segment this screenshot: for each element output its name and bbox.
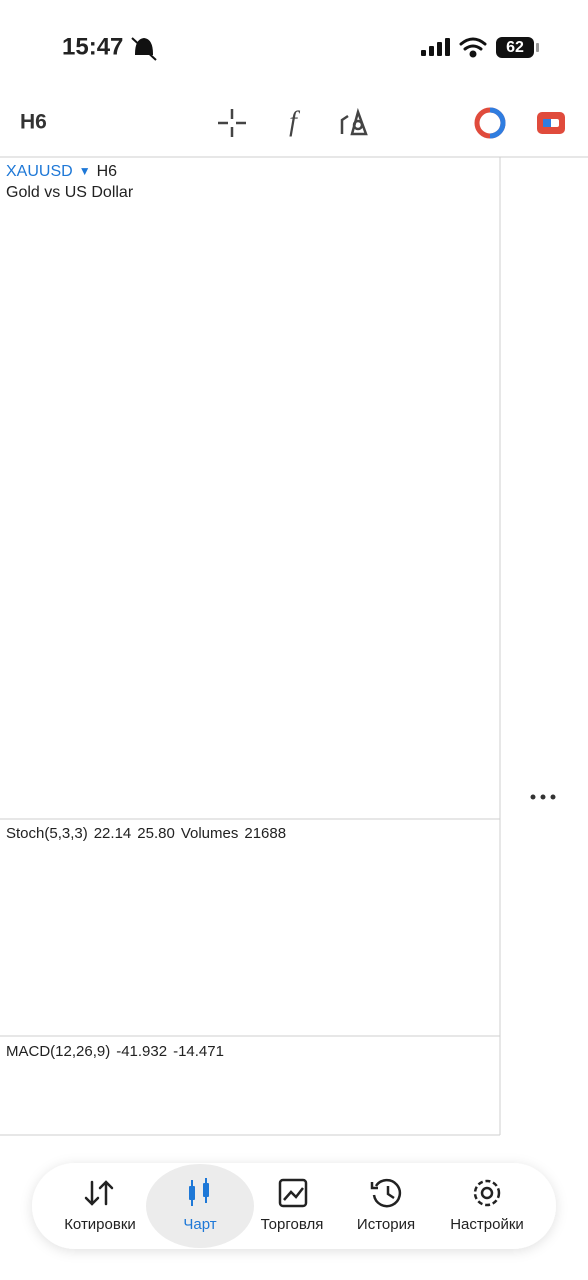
mute-icon [131, 37, 157, 61]
symbol-description: Gold vs US Dollar [6, 184, 134, 201]
macd-title: MACD(12,26,9) [6, 1043, 110, 1060]
status-time: 15:47 [62, 33, 123, 60]
nav-trade[interactable] [278, 1178, 308, 1208]
volumes-title: Volumes [181, 825, 239, 842]
stoch-title: Stoch(5,3,3) [6, 825, 88, 842]
nav-active-bg [146, 1164, 254, 1248]
objects-button[interactable] [340, 107, 368, 136]
stoch-header: Stoch(5,3,3) 22.14 25.80 Volumes 21688 [6, 825, 286, 842]
macd-signal-value: -14.471 [173, 1043, 224, 1060]
stoch-k-value: 22.14 [94, 825, 132, 842]
nav-label[interactable]: Котировки [64, 1216, 136, 1233]
symbol-dropdown[interactable]: ▼ [79, 164, 91, 178]
stoch-d-value: 25.80 [137, 825, 175, 842]
nav-label[interactable]: Торговля [261, 1216, 324, 1233]
trade-signal-button[interactable] [474, 107, 506, 139]
nav-label[interactable]: Чарт [183, 1216, 216, 1233]
more-button[interactable] [530, 794, 556, 800]
volumes-value: 21688 [244, 825, 286, 842]
battery-level: 62 [506, 39, 524, 56]
one-click-button[interactable] [537, 112, 565, 134]
timeframe-button[interactable]: H6 [20, 111, 47, 134]
battery [496, 37, 534, 58]
nav-chart[interactable] [189, 1178, 209, 1206]
chart-timeframe: H6 [97, 163, 118, 180]
macd-main-value: -41.932 [116, 1043, 167, 1060]
nav-history[interactable] [370, 1178, 402, 1208]
nav-settings[interactable] [473, 1179, 501, 1207]
indicators-button[interactable]: f [289, 106, 300, 137]
signal-icon [421, 38, 450, 56]
macd-header: MACD(12,26,9) -41.932 -14.471 [6, 1043, 224, 1060]
symbol[interactable]: XAUUSD [6, 163, 73, 180]
wifi-icon [459, 37, 487, 58]
nav-label[interactable]: История [357, 1216, 415, 1233]
chart-frame [0, 156, 588, 1136]
chart-header: XAUUSD ▼ H6 [6, 163, 117, 180]
battery-tip [536, 43, 539, 52]
nav-label[interactable]: Настройки [450, 1216, 524, 1233]
crosshair-button[interactable] [218, 109, 246, 137]
nav-quotes[interactable] [84, 1180, 114, 1206]
